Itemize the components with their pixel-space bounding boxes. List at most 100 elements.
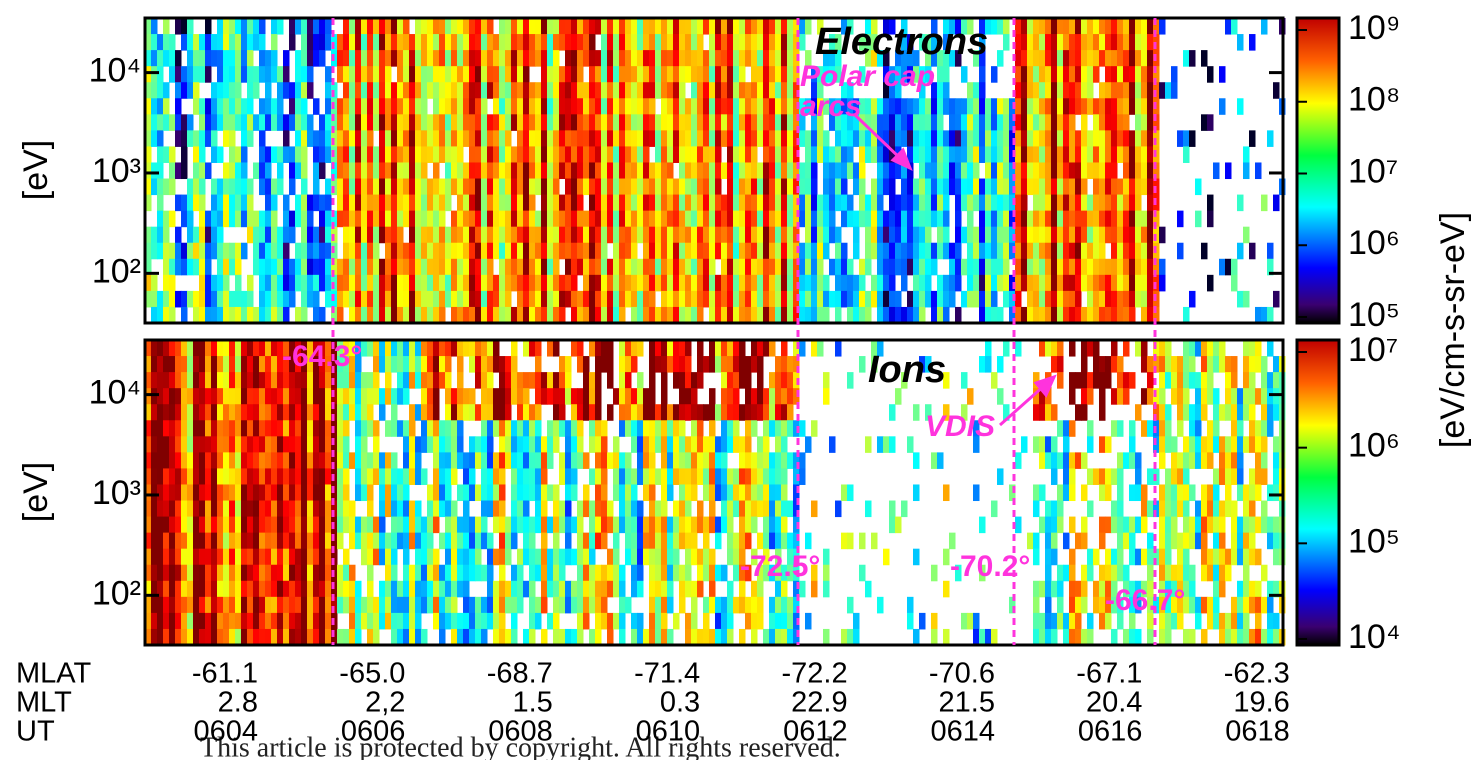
cell [151,307,158,324]
cell [301,388,308,405]
cell [223,629,230,646]
cell [613,533,620,550]
cell [403,275,410,292]
cell [595,18,602,35]
cell [763,66,770,83]
cell [889,227,896,244]
cell [535,211,542,228]
cell [1057,613,1064,630]
cell [799,195,806,212]
cell [271,211,278,228]
cell [253,356,260,373]
cell [1081,227,1088,244]
cell [265,340,272,357]
cell [955,162,962,179]
cell [253,420,260,437]
cell [715,629,722,646]
cell [325,501,332,518]
cell [475,291,482,308]
cell [1063,243,1070,260]
cell [1015,98,1022,115]
cell [583,388,590,405]
cell [703,275,710,292]
cell [937,195,944,212]
cell [997,195,1004,212]
cell [637,307,644,324]
cell [367,468,374,485]
cell [781,291,788,308]
cell [931,114,938,131]
cell [733,195,740,212]
cell [1021,259,1028,276]
cell [583,162,590,179]
cell [757,179,764,196]
cell [469,82,476,99]
cell [517,404,524,421]
cell [553,50,560,67]
cell [565,146,572,163]
cell [1105,66,1112,83]
cell [157,533,164,550]
cell [187,114,194,131]
cell [955,243,962,260]
cell [787,82,794,99]
cell [1057,597,1064,614]
cell [427,388,434,405]
cell [265,549,272,566]
cell [223,533,230,550]
cell [343,565,350,582]
cell [643,275,650,292]
cell [871,291,878,308]
cell [1117,259,1124,276]
cell [247,356,254,373]
cell [385,597,392,614]
cell [175,533,182,550]
cell [691,468,698,485]
cell [445,452,452,469]
cell [517,484,524,501]
cell [601,597,608,614]
cell [691,275,698,292]
cell [679,597,686,614]
cell [337,517,344,534]
cell [691,18,698,35]
cell [1111,130,1118,147]
cell [319,275,326,292]
cell [721,34,728,51]
cell [349,613,356,630]
cell [523,501,530,518]
cell [229,259,236,276]
cell [523,227,530,244]
cell [1033,211,1040,228]
cell [643,404,650,421]
cell [1033,533,1040,550]
cell [349,629,356,646]
cell [469,114,476,131]
cell [295,629,302,646]
cell [499,452,506,469]
cell [463,581,470,598]
cell [259,162,266,179]
cell [313,162,320,179]
cell [427,227,434,244]
cell [241,291,248,308]
cell [1273,82,1280,99]
cell [289,565,296,582]
cell [355,146,362,163]
cell [397,179,404,196]
cell [703,18,710,35]
cell [673,66,680,83]
cell [709,291,716,308]
cell [415,66,422,83]
cell [319,452,326,469]
cell [319,130,326,147]
cell [343,98,350,115]
cell [355,468,362,485]
cell [487,227,494,244]
cell [523,195,530,212]
cell [673,82,680,99]
cell [487,340,494,357]
cell [1129,162,1136,179]
cell [1069,50,1076,67]
cell [283,50,290,67]
